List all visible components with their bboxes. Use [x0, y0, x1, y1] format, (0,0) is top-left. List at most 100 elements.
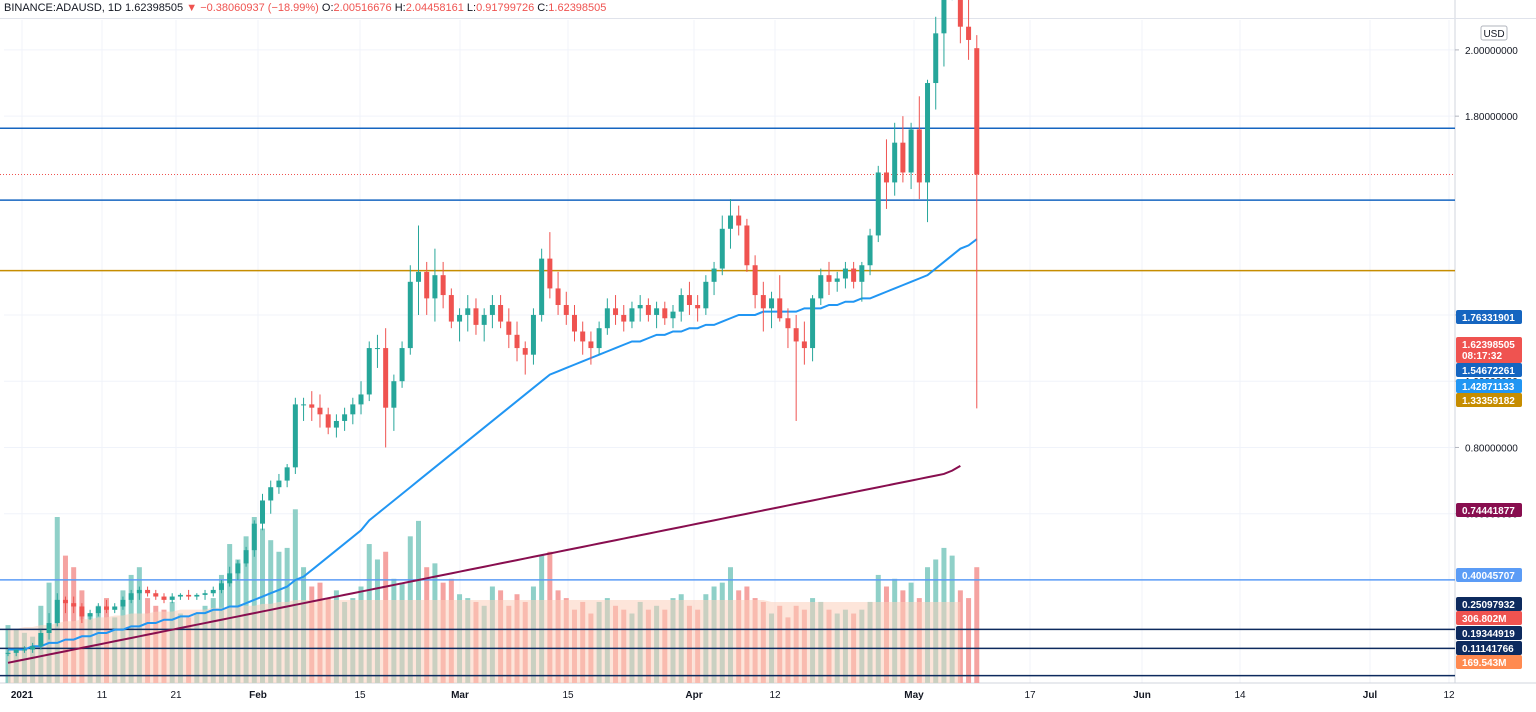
candle-body [325, 414, 331, 428]
candle-body [473, 308, 479, 325]
price-tag-label: 1.42871133 [1462, 382, 1515, 393]
candle-body [284, 467, 290, 481]
candle-body [465, 308, 471, 315]
price-tag-bg [1456, 641, 1522, 655]
candle-body [46, 623, 52, 633]
candle-body [292, 404, 298, 468]
x-tick-label: 15 [562, 690, 574, 701]
candle-body [95, 606, 101, 614]
x-tick-label: May [904, 690, 924, 701]
candle-body [563, 305, 569, 315]
candle-body [966, 26, 972, 40]
price-axis[interactable]: USD 3.200000003.000000002.800000002.6000… [1455, 0, 1518, 521]
volume-bar [966, 598, 972, 683]
last-price: 1.62398505 [125, 2, 184, 14]
price-tag-bg [1456, 310, 1522, 324]
candle-body [13, 649, 19, 653]
candle-body [555, 288, 561, 306]
candle-body [769, 298, 775, 309]
x-tick-label: 15 [354, 690, 366, 701]
candle-body [678, 295, 684, 312]
horizontal-lines[interactable] [0, 127, 1455, 677]
candle-body [793, 328, 799, 342]
candle-body [867, 235, 873, 266]
price-tag-label: 0.11141766 [1462, 644, 1514, 655]
candle-body [457, 314, 463, 322]
chart-legend: BINANCE:ADAUSD, 1D 1.62398505 ▼ −0.38060… [4, 2, 606, 14]
candle-body [826, 275, 832, 282]
candle-body [760, 295, 766, 309]
moving-averages [7, 238, 978, 664]
price-tag-bg [1456, 503, 1522, 517]
candle-body [580, 331, 586, 342]
candle-body [933, 33, 939, 84]
candle-body [498, 305, 504, 322]
candle-body [243, 550, 249, 564]
candle-body [785, 318, 791, 329]
x-tick-label: Apr [685, 690, 702, 701]
candle-body [424, 271, 430, 299]
candle-body [810, 298, 816, 349]
candle-body [719, 228, 725, 269]
candle-body [522, 348, 528, 355]
x-tick-label: 21 [170, 690, 182, 701]
candle-body [637, 305, 643, 309]
candle-body [301, 404, 307, 406]
candle-body [79, 606, 85, 617]
symbol-label[interactable]: BINANCE:ADAUSD, 1D [4, 2, 122, 14]
candle-body [941, 0, 947, 34]
low-label: L: [466, 2, 477, 14]
candle-body [38, 632, 44, 647]
price-tag-label: 0.40045707 [1462, 571, 1515, 582]
candle-body [177, 594, 183, 597]
candle-body [358, 394, 364, 405]
candle-body [727, 215, 733, 229]
candle-body [571, 314, 577, 332]
candle-body [489, 305, 495, 315]
x-tick-label: 11 [97, 690, 108, 701]
candle-body [440, 275, 446, 296]
time-axis[interactable]: 2021 11 21 Feb 15 Mar 15 Apr 12 May 17 Jun 14 Jul 12 [11, 690, 1455, 701]
price-tag-label: 1.62398505 [1462, 340, 1515, 351]
candle-body [136, 589, 142, 594]
price-tag-bg [1456, 611, 1522, 625]
candle-body [892, 142, 898, 183]
x-tick-label: 14 [1234, 690, 1246, 701]
candle-body [202, 593, 208, 595]
volume-bar [974, 567, 980, 683]
candle-body [309, 404, 315, 408]
candle-body [251, 523, 257, 551]
price-tag-label: 1.54672261 [1462, 366, 1515, 377]
candle-body [366, 348, 372, 395]
candle-body [87, 613, 93, 617]
candle-body [432, 275, 438, 299]
x-tick-label: Jun [1133, 690, 1151, 701]
candle-body [383, 348, 389, 408]
candle-body [268, 487, 274, 501]
candle-body [662, 308, 668, 319]
candle-body [333, 420, 339, 428]
price-tags: 1.76331901 1.62398505 1.54672261 1.42871133… [1456, 310, 1522, 669]
candle-body [260, 500, 266, 524]
price-tag-label: 169.543M [1462, 658, 1506, 669]
volume-bar [292, 509, 298, 683]
ma-fast-line [8, 238, 978, 651]
volume-ma-fill [8, 600, 961, 683]
currency-label: USD [1483, 29, 1504, 40]
candle-body [604, 308, 610, 329]
candle-body [686, 295, 692, 306]
candle-body [670, 311, 676, 319]
candle-body [399, 348, 405, 382]
y-tick-label: 2.00000000 [1465, 46, 1518, 57]
candle-body [350, 404, 356, 415]
candle-body [588, 341, 594, 349]
currency-badge[interactable] [1480, 25, 1508, 41]
price-tag-bg [1456, 363, 1522, 377]
candle-body [186, 594, 192, 597]
price-tag-bg [1456, 655, 1522, 669]
candle-body [900, 142, 906, 173]
y-tick-label: 0.80000000 [1465, 443, 1518, 454]
candle-body [629, 308, 635, 322]
candle-body [530, 314, 536, 355]
